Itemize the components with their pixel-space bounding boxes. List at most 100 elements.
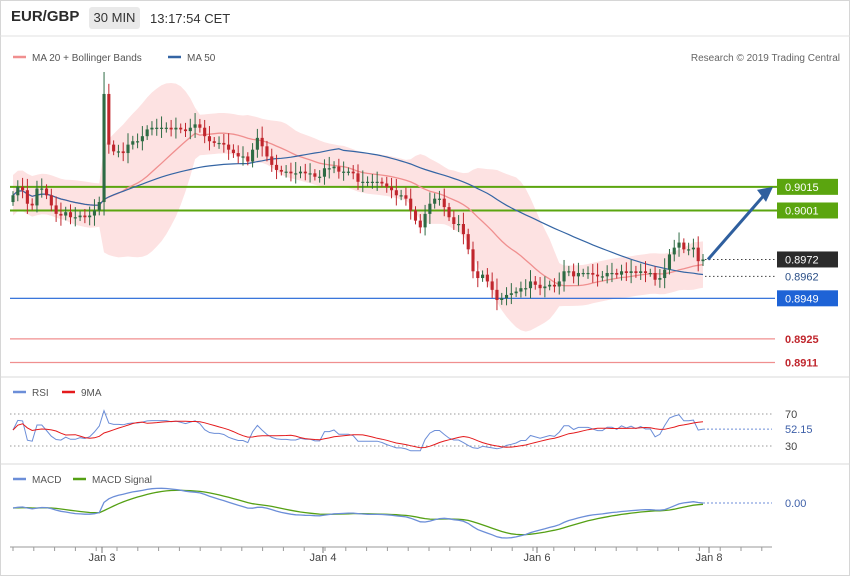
candle-body <box>639 271 643 273</box>
candle-body <box>433 198 437 204</box>
price-label-0.9001: 0.9001 <box>785 205 819 217</box>
candle-body <box>298 171 303 174</box>
candle-body <box>116 151 120 153</box>
candle-body <box>663 269 667 279</box>
candle-body <box>567 271 571 273</box>
candle-body <box>677 242 681 248</box>
candle-body <box>25 190 29 204</box>
candle-body <box>49 195 53 206</box>
candle-body <box>576 272 580 277</box>
candle-body <box>188 127 192 132</box>
bollinger-band-fill <box>13 83 703 332</box>
candle-body <box>251 149 255 162</box>
candle-body <box>509 293 513 295</box>
candle-body <box>150 127 154 130</box>
candle-body <box>241 156 245 158</box>
ma20-legend-label: MA 20 + Bollinger Bands <box>32 53 142 64</box>
price-label-0.8925: 0.8925 <box>785 334 819 346</box>
candle-body <box>97 202 101 211</box>
ma50-legend-label: MA 50 <box>187 53 216 64</box>
candle-body <box>404 195 408 199</box>
candle-body <box>54 205 58 214</box>
price-label-0.8962: 0.8962 <box>785 271 819 283</box>
candle-body <box>332 166 336 169</box>
candle-body <box>471 249 475 272</box>
candle-body <box>552 284 557 287</box>
rsi-legend-label: RSI <box>32 388 49 399</box>
macd-pane: 0.00 <box>12 487 806 539</box>
price-pane: 0.9015 0.9001 0.8972 0.8962 0.8949 0.8925 0.89… <box>10 72 838 371</box>
price-label-box-0.8925 <box>777 330 838 347</box>
rsi-ma-legend-label: 9MA <box>81 388 102 399</box>
candle-body <box>366 181 370 183</box>
candle-body <box>615 272 619 275</box>
candle-body <box>337 166 341 172</box>
candle-body <box>389 186 394 191</box>
rsi-tick-30: 30 <box>785 441 797 453</box>
candle-body <box>356 173 360 182</box>
candle-body <box>658 278 662 280</box>
candle-body <box>183 129 188 132</box>
pair-title: EUR/GBP <box>11 8 80 25</box>
candle-body <box>313 173 317 177</box>
candle-body <box>203 127 207 137</box>
candle-body <box>524 288 528 290</box>
projection-arrow-head <box>757 186 773 202</box>
candle-body <box>289 171 293 174</box>
candle-body <box>605 272 609 277</box>
candle-body <box>596 274 600 277</box>
rsi-tick-70: 70 <box>785 409 797 421</box>
candle-body <box>83 215 87 218</box>
rsi-last-value: 52.15 <box>785 424 813 436</box>
candle-body <box>667 254 672 270</box>
chart-header: EUR/GBP 30 MIN 13:17:54 CET <box>0 0 850 36</box>
candle-body <box>174 127 178 130</box>
candle-body <box>73 217 77 219</box>
candle-body <box>88 215 92 218</box>
candle-body <box>409 198 413 211</box>
candle-body <box>212 141 216 143</box>
candle-body <box>495 289 499 300</box>
candle-body <box>145 129 149 137</box>
candle-body <box>121 151 125 154</box>
candle-body <box>284 171 288 173</box>
candle-body <box>207 136 212 142</box>
price-label-box-0.8949 <box>777 290 838 307</box>
candle-body <box>619 271 624 275</box>
timeframe-badge[interactable]: 30 MIN <box>89 7 140 29</box>
candle-body <box>687 249 691 251</box>
candle-body <box>155 127 159 129</box>
candle-body <box>653 272 657 280</box>
candle-body <box>581 272 585 275</box>
candle-body <box>548 284 552 287</box>
candle-body <box>533 281 537 285</box>
candle-body <box>466 234 470 250</box>
time-axis: Jan 3 Jan 4 Jan 6 Jan 8 <box>12 547 763 564</box>
candle-body <box>44 188 49 196</box>
candle-body <box>342 171 346 173</box>
candle-body <box>260 137 264 147</box>
candle-body <box>457 224 461 226</box>
candle-body <box>274 164 279 170</box>
candle-body <box>294 173 298 175</box>
candle-body <box>11 195 15 203</box>
candle-body <box>30 203 34 206</box>
candle-body <box>327 168 331 170</box>
candle-body <box>217 142 221 145</box>
candle-body <box>255 137 259 150</box>
candle-body <box>485 274 489 282</box>
time-readout: 13:17:54 CET <box>150 11 231 26</box>
candle-body <box>476 271 480 279</box>
candle-body <box>600 276 604 278</box>
candle-body <box>701 259 705 262</box>
candle-body <box>418 220 422 228</box>
candle-body <box>442 198 446 208</box>
candle-body <box>308 173 312 175</box>
price-label-box-0.9015 <box>777 178 838 195</box>
price-label-0.8949: 0.8949 <box>785 293 819 305</box>
time-axis-label-2: Jan 6 <box>524 552 551 564</box>
candle-body <box>21 186 25 191</box>
candle-body <box>428 203 432 214</box>
price-label-box-0.9001 <box>777 202 838 219</box>
candle-body <box>538 284 542 289</box>
